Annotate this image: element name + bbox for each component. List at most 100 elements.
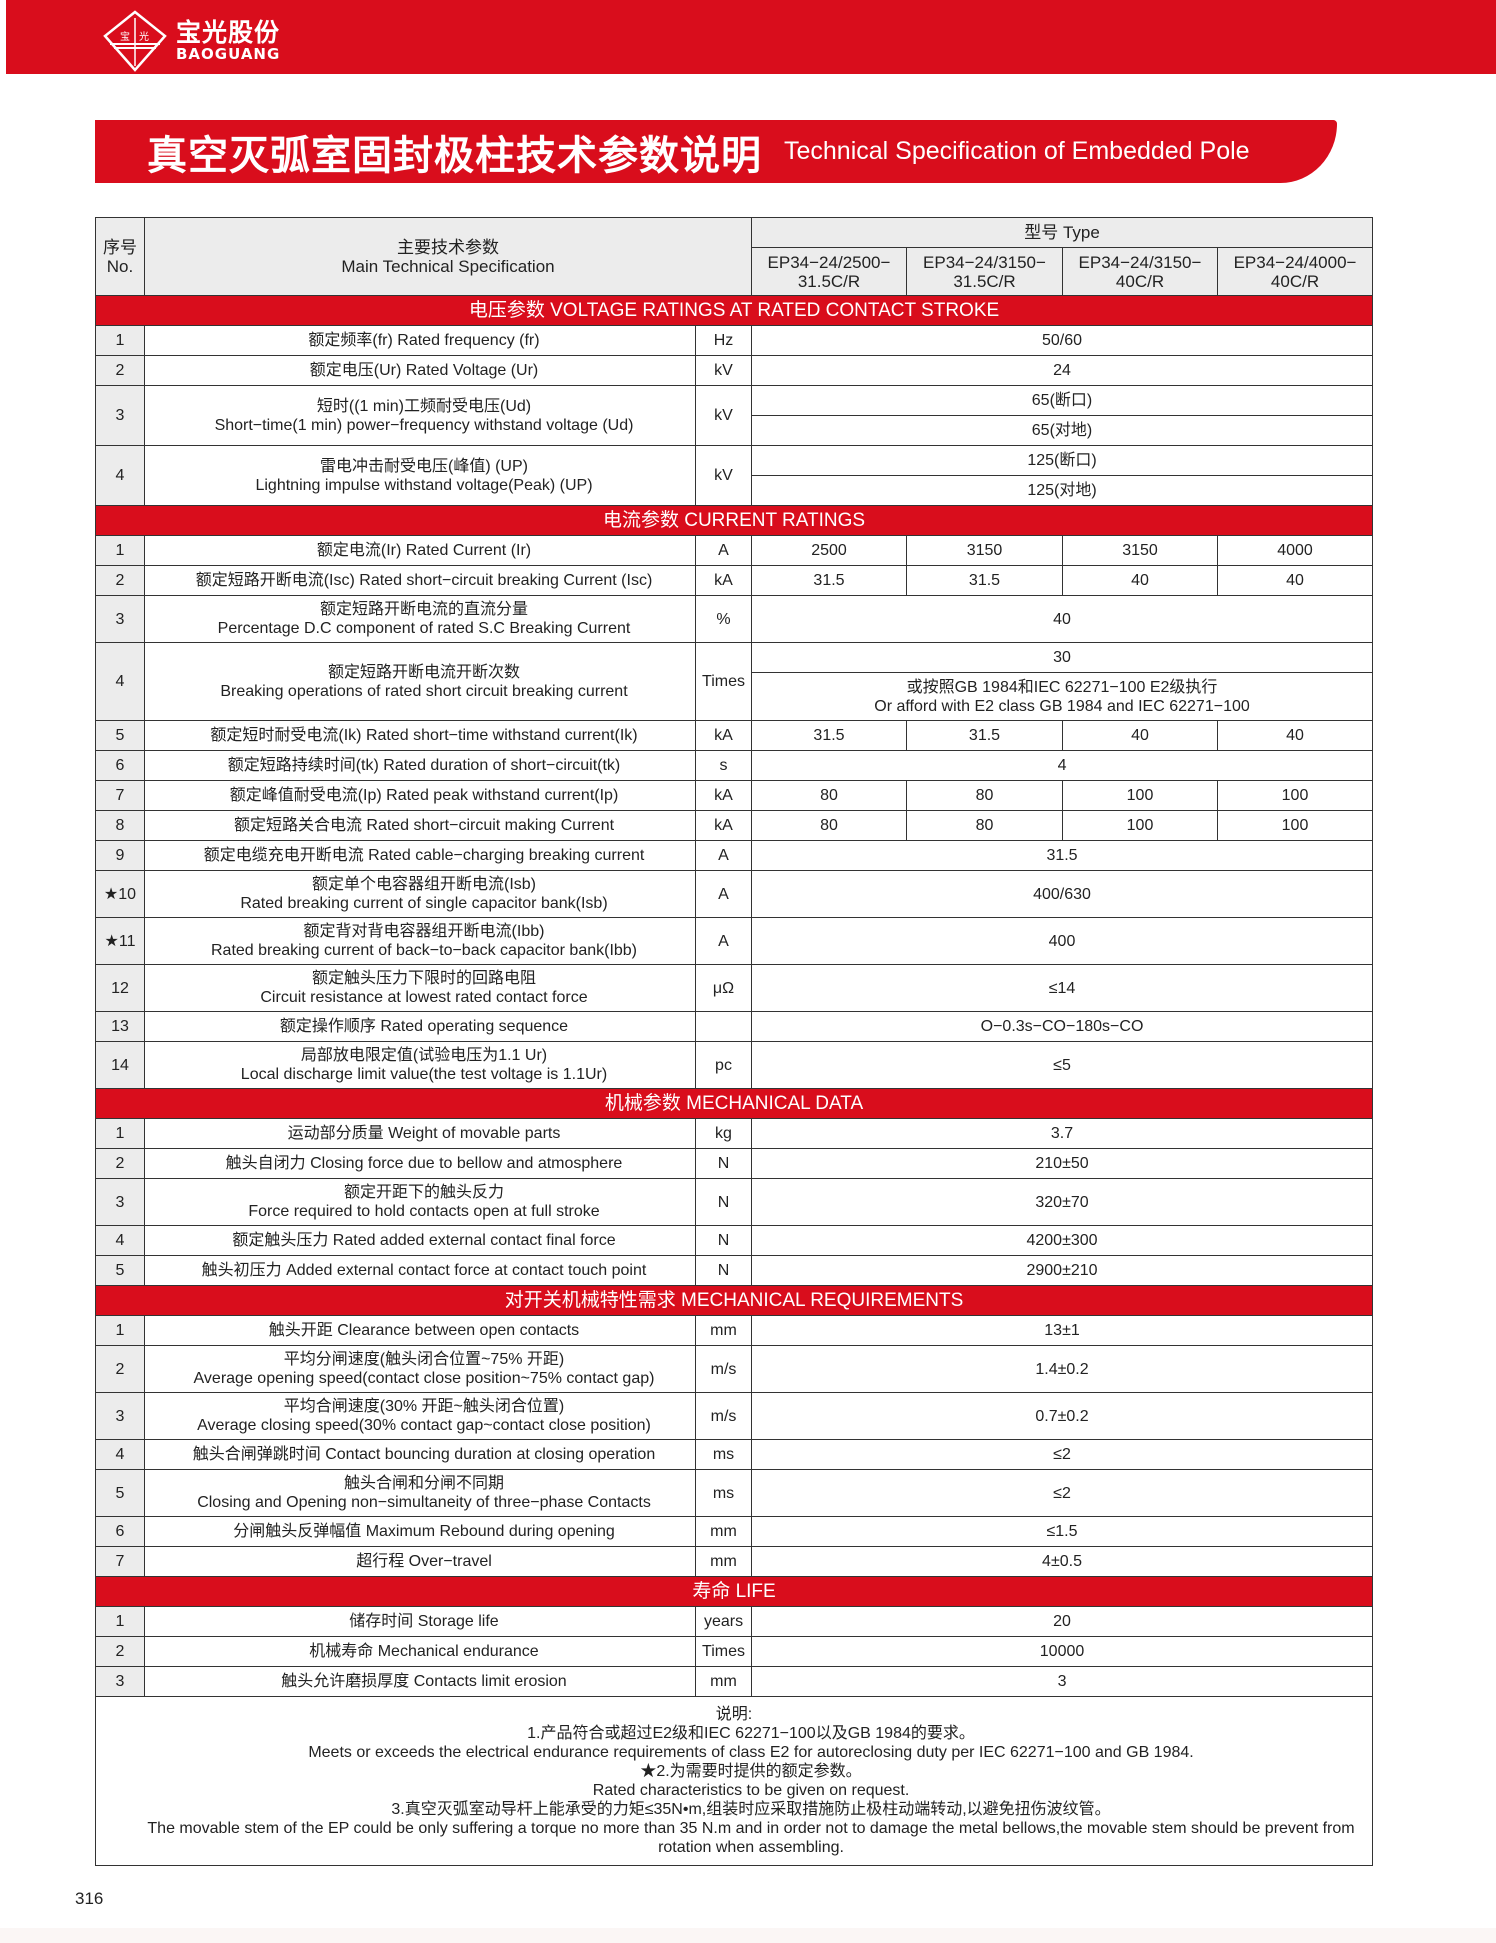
row-unit: ms: [695, 1469, 752, 1517]
spec-line: Average opening speed(contact close posi…: [193, 1370, 655, 1387]
spec-line: 雷电冲击耐受电压(峰值) (UP): [320, 457, 528, 475]
row-number: 5: [95, 1255, 145, 1286]
row-value: 2900±210: [750, 1255, 1374, 1286]
type-model-line: 40C/R: [1115, 271, 1165, 291]
svg-text:光: 光: [139, 30, 149, 43]
spec-line: 额定短时耐受电流(Ik) Rated short−time withstand …: [210, 727, 638, 744]
spec-line: Short−time(1 min) power−frequency withst…: [214, 416, 634, 434]
brand-name-cn: 宝光股份: [176, 18, 281, 47]
row-number: 2: [95, 1345, 145, 1393]
note-line: The movable stem of the EP could be only…: [147, 1820, 1355, 1856]
table-row: 4 雷电冲击耐受电压(峰值) (UP) Lightning impulse with…: [95, 445, 1374, 506]
table-row: 5 触头初压力 Added external contact force at c…: [95, 1255, 1374, 1286]
row-value: 100: [1216, 810, 1374, 841]
type-model-line: EP34−24/2500−: [767, 252, 891, 272]
spec-line: 额定短路关合电流 Rated short−circuit making Curr…: [233, 817, 615, 834]
table-row: 9 额定电缆充电开断电流 Rated cable−charging breakin…: [95, 840, 1374, 871]
row-value: 40: [1062, 565, 1218, 596]
table-row: 7 超行程 Over−travel mm 4±0.5: [95, 1546, 1374, 1577]
type-model-line: 40C/R: [1270, 271, 1320, 291]
table-row: 2 触头自闭力 Closing force due to bellow and a…: [95, 1148, 1374, 1179]
row-number: ★11: [95, 917, 145, 965]
header-spec-cn: 主要技术参数: [397, 237, 499, 257]
row-value: 125(断口): [750, 445, 1374, 476]
row-number: 1: [95, 535, 145, 566]
row-spec: 额定操作顺序 Rated operating sequence: [144, 1011, 696, 1042]
row-value: 80: [751, 810, 907, 841]
row-spec: 机械寿命 Mechanical endurance: [144, 1636, 696, 1667]
row-unit: kA: [695, 720, 752, 751]
notes: 说明: 1.产品符合或超过E2级和IEC 62271−100以及GB 1984的要…: [94, 1696, 1374, 1866]
row-value: 10000: [750, 1636, 1374, 1667]
spec-line: 触头允许磨损厚度 Contacts limit erosion: [281, 1673, 567, 1690]
specification-table: 序号 No. 主要技术参数 Main Technical Specification 型…: [94, 217, 1374, 1866]
row-unit: pc: [695, 1041, 752, 1089]
table-row: ★10 额定单个电容器组开断电流(Isb) Rated breaking curre…: [95, 870, 1374, 918]
spec-line: 短时((1 min)工频耐受电压(Ud): [316, 397, 532, 415]
row-number: 4: [95, 642, 145, 721]
table-row: 2 机械寿命 Mechanical endurance Times 10000: [95, 1636, 1374, 1667]
row-spec: 运动部分质量 Weight of movable parts: [144, 1118, 696, 1149]
value-line: 65(对地): [1031, 422, 1093, 439]
row-number: 2: [95, 1148, 145, 1179]
spec-line: 触头开距 Clearance between open contacts: [268, 1322, 580, 1339]
row-value: 3150: [1062, 535, 1218, 566]
row-spec: 额定短路关合电流 Rated short−circuit making Curr…: [144, 810, 696, 841]
brand-logo: 宝 光 宝光股份 BAOGUANG: [102, 10, 280, 72]
table-row: 3 短时((1 min)工频耐受电压(Ud) Short−time(1 min) p…: [95, 385, 1374, 446]
row-number: 5: [95, 720, 145, 751]
spec-line: 触头合闸弹跳时间 Contact bouncing duration at cl…: [192, 1446, 656, 1463]
spec-line: 触头合闸和分闸不同期: [343, 1475, 504, 1492]
row-value: 100: [1216, 780, 1374, 811]
row-number: 4: [95, 1439, 145, 1470]
footer-band: [0, 1928, 1496, 1943]
section-title: 电压参数 VOLTAGE RATINGS AT RATED CONTACT ST…: [94, 295, 1374, 326]
spec-line: 额定触头压力 Rated added external contact fina…: [232, 1232, 616, 1249]
type-model-line: EP34−24/3150−: [1078, 252, 1202, 272]
row-unit: kV: [695, 385, 752, 446]
row-spec: 额定背对背电容器组开断电流(Ibb) Rated breaking current…: [144, 917, 696, 965]
row-number: 6: [95, 750, 145, 781]
spec-line: 触头初压力 Added external contact force at co…: [201, 1262, 647, 1279]
row-number: 7: [95, 1546, 145, 1577]
row-value: 31.5: [751, 565, 907, 596]
spec-line: Rated breaking current of single capacit…: [240, 895, 608, 912]
row-unit: years: [695, 1606, 752, 1637]
table-row: 3 额定开距下的触头反力 Force required to hold contac…: [95, 1178, 1374, 1226]
row-value: 50/60: [750, 325, 1374, 356]
table-row: 1 额定频率(fr) Rated frequency (fr) Hz 50/60: [95, 325, 1374, 356]
type-model-line: 31.5C/R: [953, 271, 1016, 291]
svg-text:宝: 宝: [120, 30, 130, 43]
value-line: 30: [1053, 649, 1071, 666]
row-value: 4±0.5: [750, 1546, 1374, 1577]
table-row: 8 额定短路关合电流 Rated short−circuit making Cur…: [95, 810, 1374, 841]
row-unit: kV: [695, 445, 752, 506]
section-title: 寿命 LIFE: [94, 1576, 1374, 1607]
row-unit: kA: [695, 780, 752, 811]
spec-line: 超行程 Over−travel: [356, 1553, 492, 1570]
row-value: 4000: [1216, 535, 1374, 566]
row-unit: mm: [695, 1666, 752, 1697]
type-model-line: EP34−24/3150−: [923, 252, 1046, 272]
table-row: 1 触头开距 Clearance between open contacts mm 1…: [95, 1315, 1374, 1346]
row-number: 6: [95, 1516, 145, 1547]
table-row: 6 额定短路持续时间(tk) Rated duration of short−ci…: [95, 750, 1374, 781]
row-spec: 平均合闸速度(30% 开距~触头闭合位置) Average closing spe…: [144, 1392, 696, 1440]
spec-line: Breaking operations of rated short circu…: [220, 682, 628, 700]
row-value: 4200±300: [750, 1225, 1374, 1256]
spec-line: 触头自闭力 Closing force due to bellow and at…: [225, 1155, 623, 1172]
table-row: 1 储存时间 Storage life years 20: [95, 1606, 1374, 1637]
row-spec: 额定短路开断电流开断次数 Breaking operations of rated…: [144, 642, 696, 721]
row-spec: 触头自闭力 Closing force due to bellow and at…: [144, 1148, 696, 1179]
row-value: 31.5: [751, 720, 907, 751]
spec-line: 额定操作顺序 Rated operating sequence: [279, 1018, 569, 1035]
row-number: 3: [95, 1392, 145, 1440]
row-value: 1.4±0.2: [750, 1345, 1374, 1393]
section-header: 寿命 LIFE: [94, 1576, 1374, 1607]
row-value: ≤5: [750, 1041, 1374, 1089]
table-row: 6 分闸触头反弹幅值 Maximum Rebound during opening…: [95, 1516, 1374, 1547]
row-spec: 雷电冲击耐受电压(峰值) (UP) Lightning impulse withs…: [144, 445, 696, 506]
row-value: 400/630: [750, 870, 1374, 918]
row-value: 65(对地): [750, 415, 1374, 446]
row-value: 80: [751, 780, 907, 811]
